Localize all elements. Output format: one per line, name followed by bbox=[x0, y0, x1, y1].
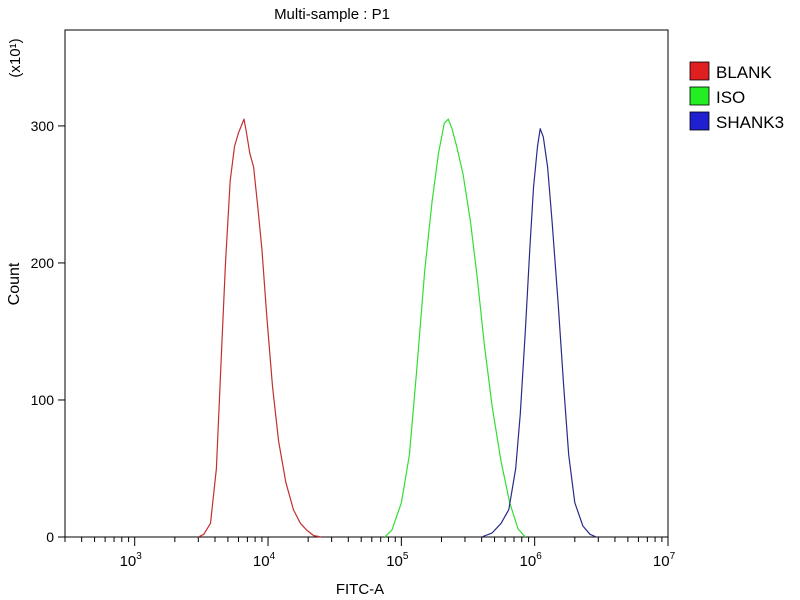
x-tick-base: 10 bbox=[520, 553, 537, 570]
x-tick-base: 10 bbox=[386, 553, 403, 570]
x-tick-exponent: 5 bbox=[403, 551, 409, 562]
y-axis-multiplier: (x10¹) bbox=[7, 38, 24, 77]
legend-label-blank: BLANK bbox=[716, 63, 772, 82]
x-tick-exponent: 6 bbox=[536, 551, 542, 562]
series-line-blank bbox=[198, 118, 322, 538]
series-line-iso bbox=[384, 118, 526, 538]
x-tick-base: 10 bbox=[120, 553, 137, 570]
x-tick-base: 10 bbox=[653, 553, 670, 570]
legend: BLANK ISO SHANK3 bbox=[689, 61, 784, 132]
x-tick-label: 106 bbox=[520, 551, 543, 570]
series-line-shank3 bbox=[481, 128, 597, 538]
y-axis: 0 100 200 300 bbox=[31, 118, 65, 545]
x-tick-label: 107 bbox=[653, 551, 676, 570]
x-tick-base: 10 bbox=[253, 553, 270, 570]
x-tick-exponent: 3 bbox=[136, 551, 142, 562]
x-axis: 103 104 105 106 107 bbox=[64, 537, 676, 570]
series-layer bbox=[198, 118, 597, 538]
x-tick-label: 105 bbox=[386, 551, 409, 570]
x-tick-exponent: 7 bbox=[670, 551, 676, 562]
y-tick-label: 100 bbox=[31, 392, 55, 408]
legend-swatch-iso bbox=[689, 86, 710, 106]
x-tick-exponent: 4 bbox=[270, 551, 276, 562]
y-tick-label: 0 bbox=[46, 529, 54, 545]
legend-swatch-blank bbox=[689, 61, 710, 81]
x-tick-label: 103 bbox=[120, 551, 143, 570]
legend-label-iso: ISO bbox=[716, 88, 745, 107]
plot-area-frame bbox=[64, 29, 669, 538]
legend-label-shank3: SHANK3 bbox=[716, 113, 784, 132]
x-tick-label: 104 bbox=[253, 551, 276, 570]
chart-title: Multi-sample : P1 bbox=[274, 6, 390, 23]
legend-swatch-shank3 bbox=[689, 111, 710, 131]
y-tick-label: 200 bbox=[31, 255, 55, 271]
y-axis-label: Count bbox=[6, 262, 23, 305]
x-axis-label: FITC-A bbox=[336, 581, 384, 598]
y-tick-label: 300 bbox=[31, 118, 55, 134]
